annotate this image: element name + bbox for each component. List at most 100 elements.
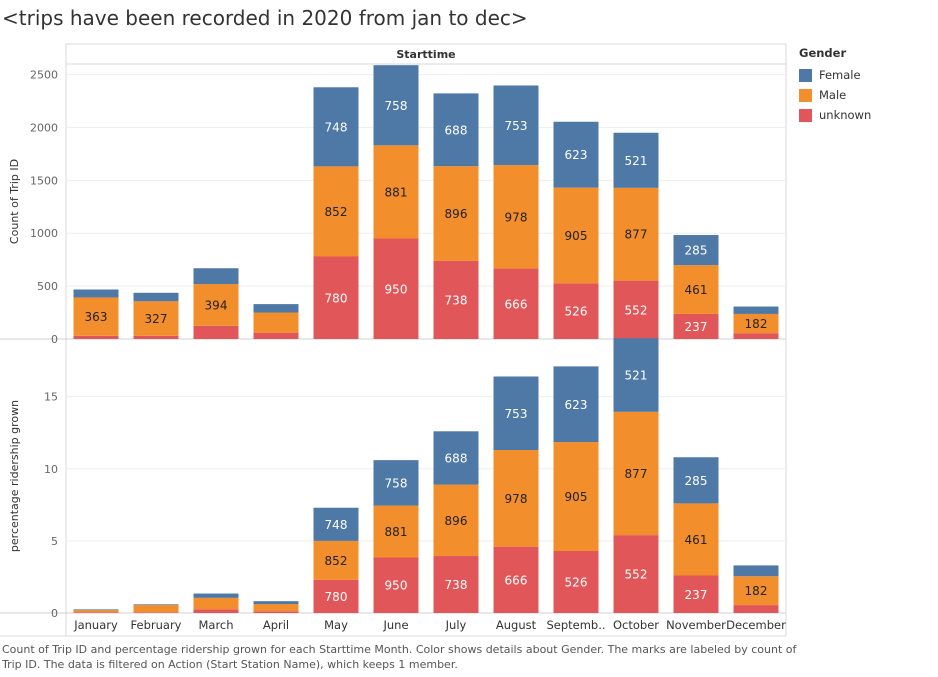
stacked-bar-charts: Starttime 0 500 1000 1500 2000 2500 Count of Tr… <box>0 43 787 637</box>
data-label: 978 <box>505 492 528 506</box>
x-tick-label: November <box>666 618 726 632</box>
data-label: 780 <box>325 590 348 604</box>
bar-segment-male <box>73 610 119 613</box>
bar-segment-unknown <box>133 612 179 613</box>
bar-segment-unknown <box>673 313 719 339</box>
bar-segment-male <box>253 604 299 612</box>
chart-title: <trips have been recorded in 2020 from j… <box>2 6 528 30</box>
y-tick-label: 1500 <box>30 174 58 187</box>
bar-segment-male <box>373 145 419 239</box>
data-label: 950 <box>385 282 408 296</box>
bar-segment-male <box>133 605 179 613</box>
bar-segment-female <box>253 601 299 605</box>
y-tick-label: 2000 <box>30 121 58 134</box>
data-label: 748 <box>325 518 348 532</box>
data-label: 738 <box>445 578 468 592</box>
bar-segment-female <box>553 121 599 188</box>
x-tick-label: May <box>324 618 348 632</box>
y-axis-label: Count of Trip ID <box>8 159 21 244</box>
bar-segment-unknown <box>733 333 779 339</box>
data-label: 237 <box>685 320 708 334</box>
bar-segment-male <box>493 165 539 269</box>
bar-segment-unknown <box>613 280 659 339</box>
data-label: 666 <box>505 573 528 587</box>
y-axis-label: percentage ridership grown <box>8 400 21 552</box>
bar-segment-unknown <box>73 335 119 339</box>
bar-segment-female <box>253 304 299 313</box>
data-label: 623 <box>565 148 588 162</box>
y-tick-label: 10 <box>44 463 58 476</box>
bar-segment-unknown <box>373 557 419 613</box>
data-label: 552 <box>625 568 648 582</box>
legend-swatch-unknown <box>799 108 812 122</box>
bar-segment-unknown <box>673 575 719 613</box>
x-tick-label: April <box>263 618 289 632</box>
data-label: 394 <box>205 298 228 312</box>
bar-segment-unknown <box>553 550 599 613</box>
x-tick-label: February <box>131 618 182 632</box>
bar-segment-female <box>613 132 659 188</box>
data-label: 688 <box>445 451 468 465</box>
data-label: 852 <box>325 554 348 568</box>
data-label: 905 <box>565 490 588 504</box>
bar-segment-male <box>313 166 359 257</box>
data-label: 327 <box>145 312 168 326</box>
bar-segment-unknown <box>493 268 539 339</box>
bar-segment-male <box>673 503 719 576</box>
bar-segment-unknown <box>553 283 599 339</box>
bar-segment-unknown <box>433 556 479 613</box>
data-label: 852 <box>325 205 348 219</box>
bar-segment-male <box>733 576 779 606</box>
data-label: 521 <box>625 154 648 168</box>
bar-segment-unknown <box>493 546 539 613</box>
y-tick-label: 0 <box>51 333 58 346</box>
bar-segment-female <box>73 289 119 298</box>
data-label: 526 <box>565 305 588 319</box>
data-label: 881 <box>385 185 408 199</box>
bar-segment-male <box>433 484 479 557</box>
data-label: 285 <box>685 244 708 258</box>
data-label: 285 <box>685 474 708 488</box>
x-tick-label: March <box>198 618 233 632</box>
legend-item-male[interactable]: Male <box>799 85 871 105</box>
bar-segment-male <box>133 301 179 336</box>
bar-segment-female <box>193 593 239 598</box>
data-label: 461 <box>685 533 708 547</box>
bar-segment-male <box>553 442 599 551</box>
data-label: 748 <box>325 120 348 134</box>
data-label: 753 <box>505 407 528 421</box>
bar-segment-female <box>133 604 179 606</box>
data-label: 237 <box>685 588 708 602</box>
data-label: 758 <box>385 476 408 490</box>
x-tick-label: Septemb.. <box>546 618 605 632</box>
y-tick-label: 1000 <box>30 227 58 240</box>
bar-segment-unknown <box>253 611 299 613</box>
legend-item-female[interactable]: Female <box>799 65 871 85</box>
data-label: 461 <box>685 283 708 297</box>
x-tick-label: June <box>382 618 408 632</box>
data-label: 950 <box>385 579 408 593</box>
y-tick-label: 5 <box>51 535 58 548</box>
bar-segment-unknown <box>613 535 659 613</box>
bar-segment-unknown <box>733 605 779 613</box>
x-tick-label: October <box>613 618 659 632</box>
bar-segment-male <box>493 450 539 547</box>
y-tick-label: 0 <box>51 607 58 620</box>
bar-segment-male <box>253 312 299 333</box>
bar-segment-unknown <box>313 579 359 613</box>
chart-caption: Count of Trip ID and percentage ridershi… <box>2 643 797 671</box>
bar-segment-male <box>373 505 419 558</box>
bar-segment-female <box>373 460 419 506</box>
bar-segment-unknown <box>193 609 239 613</box>
bar-segment-unknown <box>373 238 419 339</box>
legend-item-unknown[interactable]: unknown <box>799 105 871 125</box>
data-label: 905 <box>565 229 588 243</box>
bar-segment-unknown <box>193 325 239 339</box>
bar-segment-male <box>613 411 659 536</box>
bar-segment-female <box>313 507 359 541</box>
x-tick-label: July <box>445 618 467 632</box>
bar-segment-female <box>733 306 779 314</box>
data-label: 877 <box>625 467 648 481</box>
legend-swatch-female <box>799 68 812 82</box>
data-label: 182 <box>745 317 768 331</box>
